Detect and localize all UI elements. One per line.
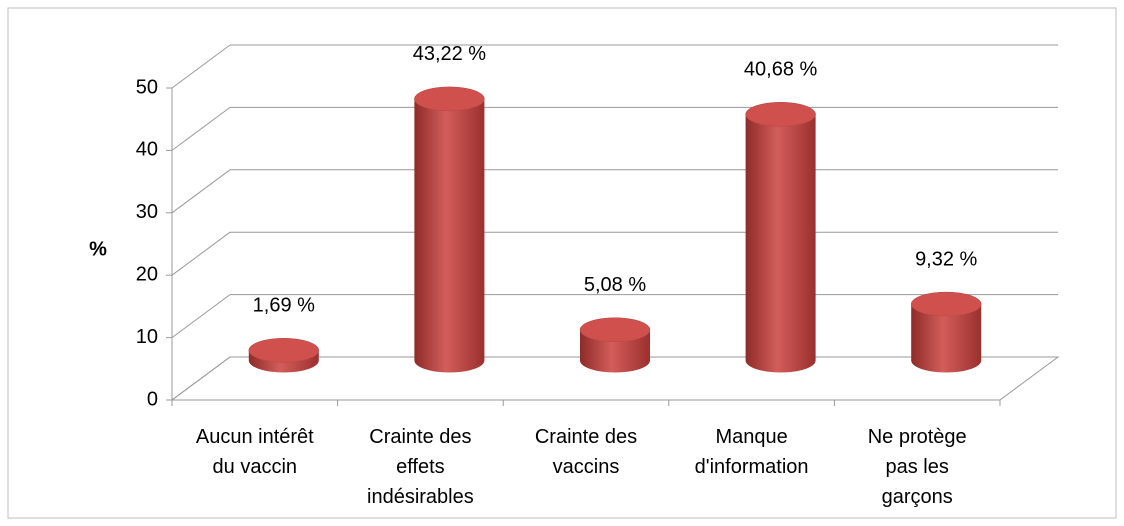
grid-line-side xyxy=(171,294,231,339)
value-label: 43,22 % xyxy=(413,43,487,65)
value-label: 5,08 % xyxy=(584,274,646,296)
value-label: 40,68 % xyxy=(744,59,818,81)
x-tick-label: Crainte des vaccins xyxy=(534,426,638,478)
y-tick-label: 40 xyxy=(136,139,158,161)
x-tick-label: Ne protège pas les garçons xyxy=(867,426,967,508)
bar xyxy=(414,98,485,373)
bar-top xyxy=(248,338,320,363)
grid-line-side xyxy=(171,106,231,151)
bar-top xyxy=(745,102,816,127)
bar-top xyxy=(414,86,485,112)
value-label: 1,69 % xyxy=(253,295,315,317)
bar xyxy=(745,114,816,373)
grid-line-side xyxy=(171,231,231,276)
y-tick-label: 30 xyxy=(136,201,158,223)
y-tick-label: 0 xyxy=(147,388,158,410)
y-axis-label: % xyxy=(89,238,107,260)
x-tick-label: Manque d'information xyxy=(694,426,809,478)
grid-line-side xyxy=(171,44,231,89)
y-tick-label: 20 xyxy=(136,263,158,285)
grid-line-side xyxy=(171,356,231,401)
bar xyxy=(248,350,319,373)
x-tick-label: Aucun intérêt du vaccin xyxy=(195,426,314,478)
y-tick-label: 10 xyxy=(136,326,158,348)
bar xyxy=(911,304,982,373)
value-label: 9,32 % xyxy=(915,248,977,270)
bar-top xyxy=(910,291,982,317)
bar-top xyxy=(579,317,651,343)
x-tick-label: Crainte des effets indésirables xyxy=(367,426,474,508)
bar xyxy=(580,329,650,373)
chart-border xyxy=(7,7,1117,519)
y-tick-label: 50 xyxy=(136,76,158,98)
grid-line-side xyxy=(171,169,231,214)
